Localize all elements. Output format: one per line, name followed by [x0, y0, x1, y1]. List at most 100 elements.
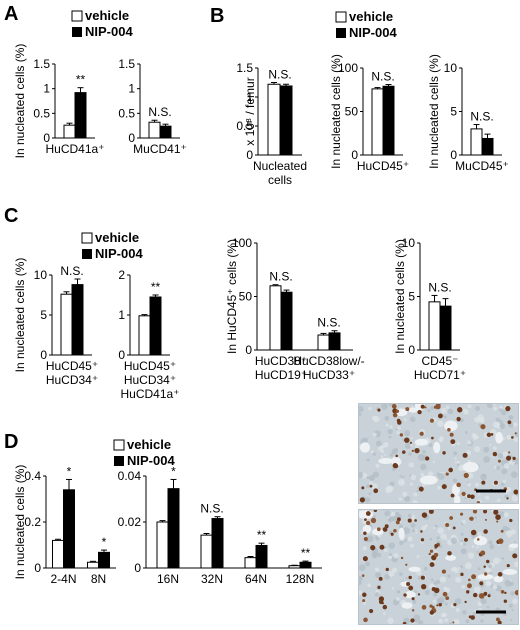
chart-d1: 0 0.2 0.4In nucleated cells (%) * 2-4N * 8N [13, 464, 116, 586]
tissue-texture [430, 405, 435, 410]
stained-cell [504, 591, 507, 595]
stained-cell [496, 520, 499, 523]
y-tick-label: 5 [40, 308, 47, 322]
tissue-texture [437, 420, 444, 427]
tissue-texture [501, 409, 507, 416]
bar-nip-004 [481, 137, 494, 156]
tissue-texture [409, 482, 414, 486]
stained-cell [408, 575, 412, 580]
bar-nip-004 [63, 489, 75, 569]
tissue-space [359, 442, 371, 453]
bar-nip-004 [328, 332, 341, 351]
tissue-texture [363, 602, 367, 605]
stained-cell [442, 591, 448, 597]
y-tick-label: 2 [118, 268, 125, 282]
tissue-texture [413, 492, 418, 497]
tissue-texture [514, 561, 518, 568]
tissue-texture [375, 463, 380, 468]
bar-vehicle [138, 315, 151, 356]
stained-cell [379, 544, 385, 550]
tissue-texture [506, 527, 510, 531]
tissue-texture [478, 607, 482, 612]
tissue-texture [364, 497, 371, 503]
y-tick-label: 0 [134, 561, 141, 575]
category-label: HuCD34⁺ [46, 373, 98, 387]
tissue-texture [498, 453, 504, 459]
stained-cell [414, 448, 420, 454]
bar-vehicle [267, 83, 281, 156]
tissue-texture [461, 519, 467, 524]
tissue-texture [444, 602, 448, 606]
tissue-texture [499, 405, 503, 410]
bar-nip-004 [211, 518, 224, 569]
tissue-texture [385, 423, 389, 427]
legend-label-vehicle: vehicle [95, 230, 139, 245]
tissue-texture [359, 412, 362, 417]
tissue-texture [512, 598, 518, 605]
tissue-texture [388, 553, 392, 557]
tissue-texture [440, 533, 447, 540]
stained-cell [442, 451, 446, 455]
tissue-texture [361, 472, 368, 479]
y-axis-label: x 10⁸ / femur [243, 77, 257, 145]
tissue-texture [480, 598, 487, 605]
stained-cell [382, 604, 388, 610]
tissue-texture [366, 458, 370, 462]
tissue-texture [508, 414, 514, 420]
significance-label: ** [257, 528, 267, 542]
stained-cell [361, 486, 365, 490]
tissue-texture [445, 405, 450, 410]
legend-swatch-vehicle [81, 232, 93, 244]
tissue-texture [397, 426, 401, 430]
panel-label-d: D [4, 431, 18, 453]
significance-label: ** [151, 280, 161, 294]
tissue-texture [366, 484, 370, 489]
tissue-texture [401, 481, 404, 484]
stained-cell [429, 418, 435, 423]
stained-cell [405, 563, 408, 566]
stained-cell [428, 510, 434, 514]
stained-cell [447, 551, 452, 556]
tissue-space [502, 569, 518, 575]
tissue-texture [475, 406, 481, 412]
tissue-texture [391, 567, 398, 573]
tissue-texture [472, 434, 478, 440]
significance-label: ** [76, 73, 86, 87]
tissue-texture [456, 460, 460, 464]
stained-cell [445, 523, 450, 527]
tissue-texture [421, 525, 427, 531]
stained-cell [478, 593, 485, 599]
y-tick-label: 1.5 [33, 57, 50, 71]
tissue-texture [430, 578, 434, 582]
tissue-texture [386, 485, 394, 493]
tissue-space [462, 461, 479, 473]
stained-cell [490, 433, 494, 436]
y-tick-label: 0 [43, 131, 50, 145]
stained-cell [362, 599, 366, 603]
legend-swatch-treated [82, 249, 92, 259]
stained-cell [486, 432, 492, 438]
tissue-texture [368, 406, 372, 411]
tissue-texture [437, 485, 441, 490]
tissue-texture [485, 566, 492, 573]
tissue-texture [420, 463, 427, 471]
tissue-texture [465, 619, 470, 624]
tissue-texture [444, 587, 451, 594]
stained-cell [448, 467, 454, 473]
tissue-texture [464, 431, 468, 435]
tissue-texture [477, 567, 481, 571]
tissue-texture [462, 408, 466, 412]
y-axis-label: In nucleated cells (%) [393, 239, 407, 354]
y-tick-label: 100 [338, 61, 358, 75]
y-tick-label: 0 [246, 148, 253, 162]
y-tick-label: 1 [246, 90, 253, 104]
stained-cell [460, 572, 464, 577]
stained-cell [377, 585, 381, 589]
y-tick-label: 10 [402, 236, 416, 250]
bar-nip-004 [382, 85, 395, 156]
chart-c2: 0 1 2 ** HuCD45⁺HuCD34⁺HuCD41a⁺ [118, 268, 179, 401]
tissue-texture [368, 492, 372, 496]
tissue-space [398, 527, 405, 540]
tissue-texture [422, 450, 426, 454]
